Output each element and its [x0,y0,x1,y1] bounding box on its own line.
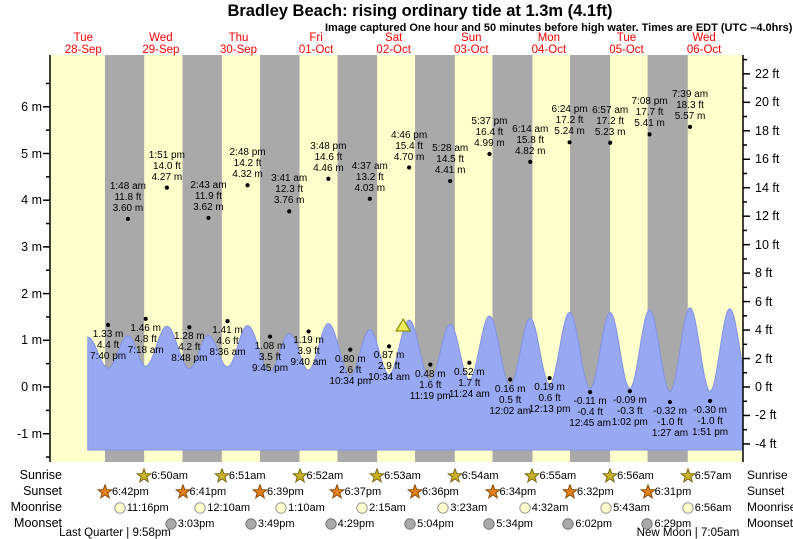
tide-extreme-dot [487,151,492,157]
tide-extreme-dot [567,140,572,145]
tide-extreme-dot [428,362,433,367]
tide-extreme-dot [367,196,372,201]
tide-extreme-dot [547,376,552,381]
capture-time-marker-icon [395,317,412,332]
tide-extreme-dot [448,178,453,184]
tide-extreme-dot [407,165,412,170]
tide-extreme-dot [225,319,230,324]
tide-extreme-dot [687,124,693,129]
tide-extreme-dot [267,334,273,339]
tide-extreme-dot [164,185,169,190]
axes [43,55,750,462]
tide-extreme-dot [667,399,673,405]
tide-extreme-dot [245,183,250,188]
tide-extreme-dot [105,322,111,327]
tide-extreme-dot [467,360,472,365]
tide-extreme-dot [187,325,192,330]
tide-extreme-dot [528,159,533,165]
tide-extreme-dot [386,344,392,349]
tide-extreme-dot [627,389,632,394]
tide-extreme-dot [326,176,331,181]
tide-extreme-dot [306,329,311,334]
tide-extreme-dot [508,377,513,382]
tide-extreme-dot [608,140,613,145]
tide-extreme-dot [647,132,652,137]
tide-extreme-dot [143,316,148,321]
tide-curve [87,307,743,451]
tide-extreme-dot [707,398,713,404]
tide-extreme-dot [206,215,211,221]
tide-extreme-dot [348,347,353,352]
tide-extreme-dot [287,209,292,214]
tide-extreme-dot [125,216,131,221]
tide-extreme-dot [588,390,593,395]
